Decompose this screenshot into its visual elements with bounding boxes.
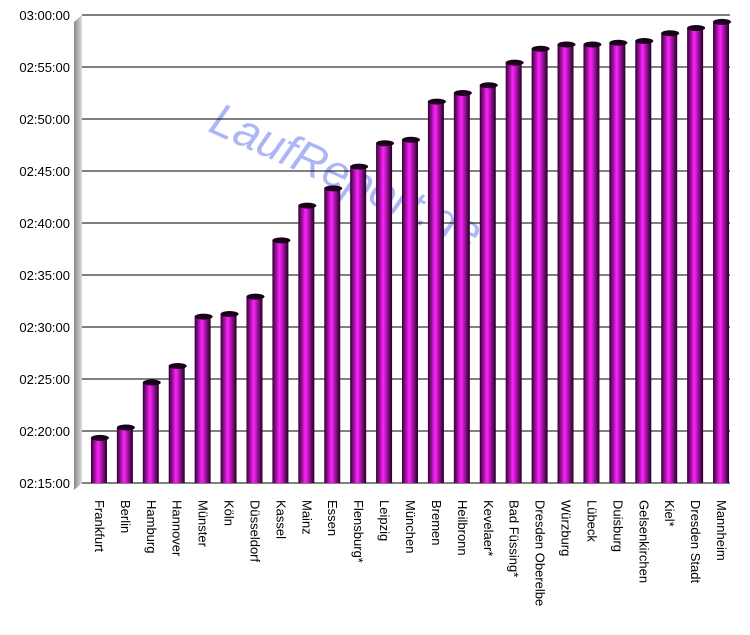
bar	[324, 188, 341, 484]
bar-cap	[583, 41, 602, 48]
bar	[402, 139, 418, 484]
bar-cap	[350, 163, 369, 170]
bar-cap	[557, 41, 576, 48]
x-tick-label: Kevelaer*	[481, 500, 496, 556]
bar-cap	[272, 237, 291, 244]
x-tick-label: Heilbronn	[455, 500, 470, 556]
bar	[116, 427, 133, 483]
x-tick-label: Mainz	[299, 500, 314, 535]
bar	[246, 296, 263, 483]
bar-cap	[168, 363, 187, 369]
bar-cap	[609, 39, 628, 46]
x-tick-label: Gelsenkirchen	[636, 500, 651, 583]
bar	[687, 28, 704, 483]
bar-cap	[402, 136, 420, 143]
x-tick-label: Mannheim	[714, 500, 729, 561]
y-tick-label: 02:15:00	[19, 476, 70, 491]
bar-cap	[661, 30, 680, 37]
bar-cap	[194, 313, 213, 320]
y-tick-label: 02:45:00	[19, 164, 70, 179]
bar	[168, 366, 185, 483]
bar	[505, 62, 522, 484]
bar	[661, 33, 678, 483]
bar	[194, 316, 211, 483]
bar	[272, 240, 289, 483]
y-tick-label: 02:40:00	[19, 216, 70, 231]
x-tick-label: Leipzig	[377, 500, 392, 541]
bar-cap	[142, 379, 161, 386]
x-tick-label: Hannover	[170, 500, 185, 557]
x-tick-label: Hamburg	[144, 500, 159, 553]
y-tick-label: 02:30:00	[19, 320, 70, 335]
bar	[220, 314, 237, 483]
x-tick-label: Frankfurt	[92, 500, 107, 552]
bar	[479, 85, 496, 483]
x-tick-label: Dresden Oberelbe	[533, 500, 548, 606]
y-tick-label: 02:55:00	[19, 60, 70, 75]
bar-cap	[220, 311, 239, 317]
bar	[376, 143, 393, 483]
bar-cap	[298, 202, 317, 209]
x-tick-label: Köln	[222, 500, 237, 526]
bar-cap	[505, 59, 524, 66]
x-tick-label: Duisburg	[610, 500, 625, 552]
x-tick-label: Dresden Stadt	[688, 500, 703, 583]
y-tick-label: 03:00:00	[19, 8, 70, 23]
bar-cap	[531, 45, 550, 52]
bar	[557, 44, 574, 483]
y-tick-label: 02:50:00	[19, 112, 70, 127]
bar	[350, 166, 367, 483]
bar-cap	[713, 18, 732, 25]
watermark: LaufReport.de	[203, 92, 490, 258]
x-tick-label: Düsseldorf	[247, 500, 262, 563]
x-tick-label: Berlin	[118, 500, 133, 533]
x-tick-label: Kiel*	[662, 500, 677, 527]
bar	[609, 42, 626, 483]
bar-cap	[687, 25, 706, 31]
bar-cap	[635, 38, 654, 44]
y-tick-label: 02:35:00	[19, 268, 70, 283]
bar-cap	[453, 90, 472, 96]
x-tick-label: Würzburg	[559, 500, 574, 556]
bar	[453, 93, 470, 483]
x-tick-label: Bad Füssing*	[507, 500, 522, 577]
bar-cap	[376, 140, 395, 147]
x-tick-label: Münster	[196, 500, 211, 548]
y-tick-label: 02:25:00	[19, 372, 70, 387]
bar	[427, 101, 444, 484]
bar-cap	[90, 434, 109, 441]
bar	[635, 41, 652, 483]
x-tick-label: Essen	[325, 500, 340, 536]
bar-cap	[427, 98, 446, 105]
bar	[90, 437, 107, 483]
bar	[583, 44, 600, 483]
x-tick-label: Bremen	[429, 500, 444, 546]
bar	[531, 48, 548, 484]
x-tick-label: Kassel	[273, 500, 288, 539]
x-tick-label: München	[403, 500, 418, 553]
y-tick-label: 02:20:00	[19, 424, 70, 439]
bar-cap	[246, 293, 265, 300]
bar-cap	[479, 82, 498, 89]
bar-cap	[324, 185, 343, 192]
bar-cap	[116, 424, 135, 431]
x-tick-label: Flensburg*	[351, 500, 366, 563]
bar	[298, 205, 315, 483]
bar	[713, 21, 730, 484]
axis-wall	[74, 15, 82, 490]
bar	[142, 382, 159, 483]
x-tick-label: Lübeck	[584, 500, 599, 542]
